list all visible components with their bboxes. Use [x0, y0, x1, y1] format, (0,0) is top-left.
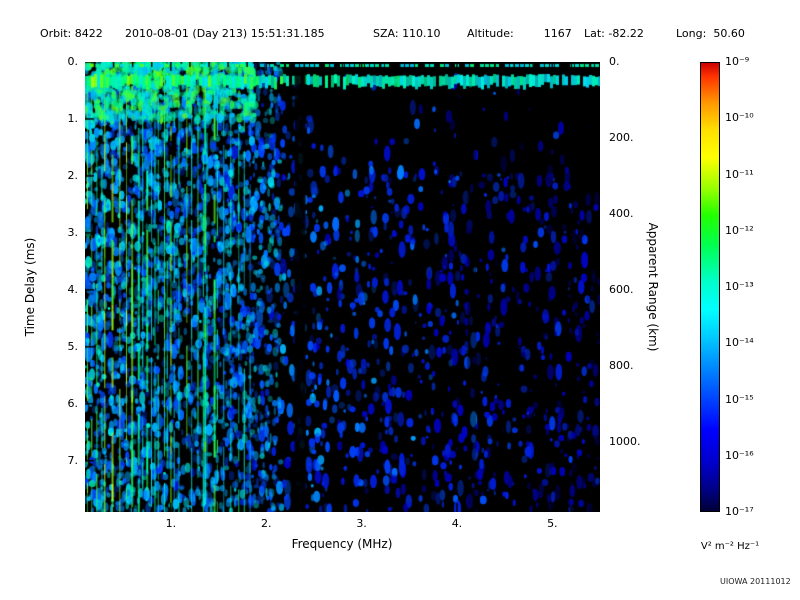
colorbar-tick-label: 10⁻¹⁴ — [725, 336, 754, 350]
colorbar-tick-label: 10⁻¹² — [725, 223, 754, 237]
bottom-axis-tick-label: 1. — [165, 517, 177, 530]
bottom-axis-tick-label: 3. — [356, 517, 367, 530]
right-axis-tick-label: 800. — [609, 358, 634, 372]
altitude-value: 1167 — [543, 27, 572, 40]
altitude-label: Altitude: — [467, 27, 514, 40]
altitude-field: Altitude: 1167 — [467, 27, 572, 40]
long-field: Long: 50.60 — [676, 27, 745, 40]
colorbar-gradient — [700, 62, 720, 512]
colorbar-tick-label: 10⁻¹¹ — [725, 167, 754, 181]
left-axis-tick-label: 5. — [67, 339, 79, 353]
right-axis-title: Apparent Range (km) — [646, 222, 660, 352]
lat-value: -82.22 — [608, 27, 644, 40]
colorbar-tick-label: 10⁻¹⁶ — [725, 448, 754, 462]
left-axis-tick-label: 3. — [67, 225, 79, 239]
left-axis-title: Time Delay (ms) — [23, 237, 37, 337]
watermark: UIOWA 20111012 — [720, 577, 791, 586]
left-axis-tick-label: 7. — [67, 453, 79, 467]
colorbar-tick-label: 10⁻⁹ — [725, 55, 750, 68]
long-value: 50.60 — [713, 27, 745, 40]
orbit-label: Orbit: — [40, 27, 72, 40]
colorbar-tick-label: 10⁻¹⁵ — [725, 392, 754, 406]
sza-field: SZA: 110.10 — [373, 27, 441, 40]
right-axis-tick-label: 1000. — [609, 434, 641, 448]
lat-field: Lat: -82.22 — [584, 27, 644, 40]
spectrogram-canvas — [85, 62, 600, 512]
colorbar-unit-label: V² m⁻² Hz⁻¹ — [700, 541, 760, 552]
datetime-value: 2010-08-01 (Day 213) 15:51:31.185 — [125, 27, 325, 40]
bottom-axis-tick-label: 2. — [260, 517, 272, 530]
left-axis-tick-label: 4. — [67, 282, 79, 296]
left-axis-tick-label: 0. — [67, 55, 79, 68]
orbit-field: Orbit: 8422 — [40, 27, 103, 40]
right-axis-tick-label: 0. — [609, 55, 620, 68]
colorbar-tick-label: 10⁻¹³ — [725, 280, 754, 293]
left-axis-tick-label: 6. — [67, 396, 79, 410]
lat-label: Lat: — [584, 27, 605, 40]
right-axis-tick-label: 200. — [609, 130, 634, 144]
bottom-axis-tick-label: 5. — [547, 517, 558, 530]
bottom-axis-tick-label: 4. — [451, 517, 463, 530]
colorbar-tick-label: 10⁻¹⁰ — [725, 111, 754, 125]
left-axis-tick-label: 2. — [67, 168, 79, 182]
orbit-value: 8422 — [74, 27, 103, 40]
right-axis-tick-label: 400. — [609, 206, 634, 220]
colorbar-tick-label: 10⁻¹⁷ — [725, 505, 754, 518]
sza-label: SZA: — [373, 27, 399, 40]
datetime-field: 2010-08-01 (Day 213) 15:51:31.185 — [125, 27, 325, 40]
long-label: Long: — [676, 27, 707, 40]
right-axis-tick-label: 600. — [609, 282, 634, 296]
left-axis-tick-label: 1. — [67, 111, 79, 125]
bottom-axis-title: Frequency (MHz) — [291, 537, 393, 551]
sza-value: 110.10 — [402, 27, 441, 40]
